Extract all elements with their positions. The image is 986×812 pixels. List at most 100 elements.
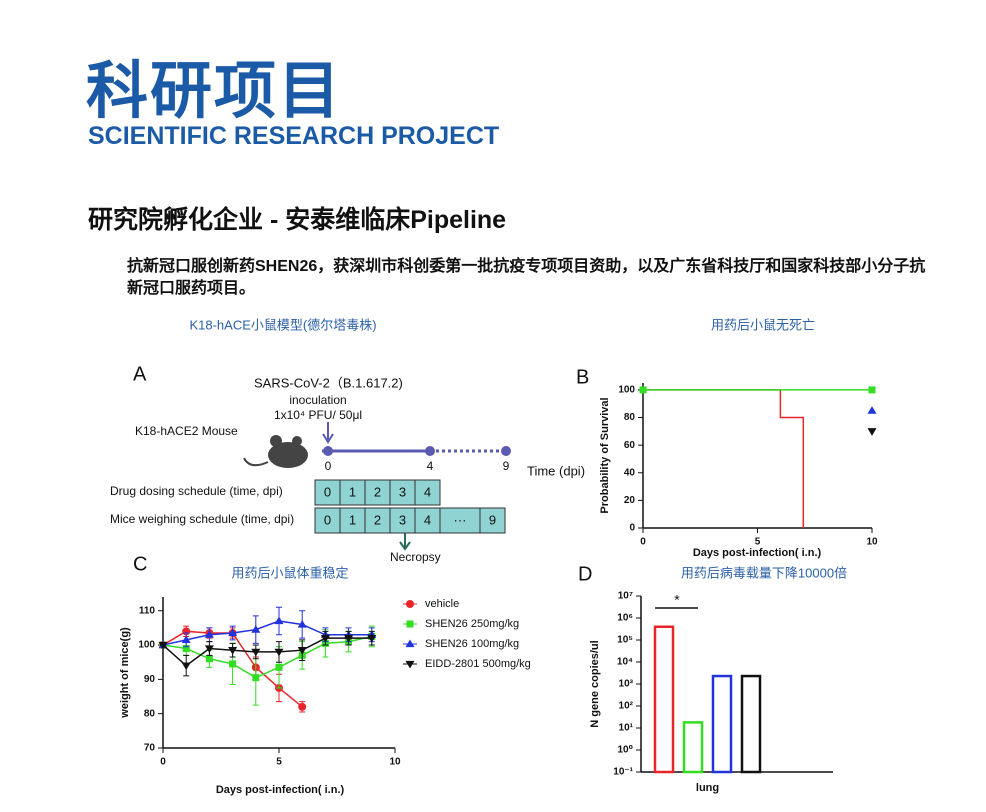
y-tick-label: 10³ [619, 679, 634, 690]
timeline-tick: 9 [503, 459, 510, 473]
annotation: * [674, 592, 680, 608]
marker [406, 620, 414, 628]
schedule-day: 4 [424, 484, 431, 499]
x-tick-label: 5 [755, 537, 761, 548]
y-tick-label: 10⁵ [617, 635, 633, 646]
inoculation: inoculation [289, 393, 346, 407]
marker [405, 660, 415, 669]
line [162, 637, 372, 667]
marker [181, 662, 191, 671]
timeline-dot [501, 446, 511, 456]
y-tick-label: 10⁰ [617, 745, 633, 756]
marker [274, 616, 284, 625]
y-axis-label: Probability of Survival [599, 397, 611, 513]
panel-letter: A [133, 363, 147, 385]
marker [275, 663, 283, 671]
y-tick-label: 70 [144, 743, 156, 754]
paragraph: 抗新冠口服创新药SHEN26，获深圳市科创委第一批抗疫专项项目资助，以及广东省科… [127, 258, 926, 297]
x-tick-label: 0 [160, 757, 166, 768]
schedule-cell [414, 507, 441, 534]
schedule-cell [314, 479, 341, 506]
schedule-day: 1 [349, 512, 356, 527]
marker [297, 619, 307, 628]
schedule-day: 3 [399, 484, 406, 499]
marker [204, 645, 214, 653]
x-tick-label: 0 [640, 537, 646, 548]
marker [229, 660, 237, 668]
timeline-dot [323, 446, 333, 456]
y-tick-label: 100 [618, 385, 635, 396]
timeline-tick: 0 [325, 459, 332, 473]
schedule-cell [389, 507, 416, 534]
y-tick-label: 80 [624, 412, 636, 423]
panel-letter: B [576, 366, 589, 388]
marker [158, 641, 168, 650]
dose: 1x10⁴ PFU/ 50μl [274, 408, 362, 422]
y-tick-label: 90 [144, 674, 156, 685]
x-axis-label: Days post-infection( i.n.) [216, 784, 345, 796]
panel-letter: D [578, 563, 592, 585]
line [643, 389, 805, 528]
y-tick-label: 0 [629, 523, 635, 534]
legend-label: SHEN26 250mg/kg [425, 618, 519, 630]
marker [868, 386, 876, 394]
mouse-label: K18-hACE2 Mouse [135, 424, 238, 438]
schedule-cell [364, 479, 391, 506]
marker [320, 635, 330, 643]
schedule-cell [414, 479, 441, 506]
marker [639, 386, 647, 394]
caption: 用药后病毒载量下降10000倍 [681, 565, 847, 580]
legend-label: EIDD-2801 500mg/kg [425, 658, 531, 670]
schedule-day: 4 [424, 512, 431, 527]
schedule-day: 0 [324, 484, 331, 499]
marker [252, 674, 260, 682]
schedule-day: 0 [324, 512, 331, 527]
marker [182, 644, 190, 652]
marker [297, 647, 307, 655]
marker [228, 628, 238, 637]
schedule-cell [339, 479, 366, 506]
marker [406, 600, 414, 608]
schedule-cell [339, 507, 366, 534]
caption: 用药后小鼠体重稳定 [231, 565, 348, 580]
schedule-day: 2 [374, 484, 381, 499]
panel-a: A SARS-CoV-2（B.1.617.2) inoculation 1x10… [110, 363, 585, 564]
bar [682, 721, 704, 774]
necropsy: Necropsy [390, 550, 441, 564]
y-tick-label: 10⁴ [617, 657, 633, 668]
virus: SARS-CoV-2（B.1.617.2) [254, 375, 403, 390]
mouse-icon [243, 435, 308, 468]
bar [740, 674, 762, 774]
marker [274, 648, 284, 657]
marker [367, 635, 377, 643]
y-tick-label: 10¹ [619, 723, 634, 734]
marker [867, 406, 877, 414]
schedule-cell [364, 507, 391, 534]
marker [867, 428, 877, 436]
schedule-day: 9 [489, 512, 496, 527]
y-axis-label: weight of mice(g) [119, 627, 131, 719]
y-axis-label: N gene copies/ul [589, 640, 601, 727]
y-tick-label: 100 [138, 640, 155, 651]
marker [205, 655, 213, 663]
marker [204, 630, 214, 638]
y-tick-label: 10⁶ [617, 613, 633, 624]
x-axis-label: Days post-infection( i.n.) [693, 547, 822, 559]
marker [251, 648, 261, 657]
y-tick-label: 20 [624, 495, 636, 506]
schedule-day: 2 [374, 512, 381, 527]
y-tick-label: 10⁻¹ [613, 767, 633, 778]
marker [344, 635, 354, 643]
legend-label: vehicle [425, 598, 459, 610]
y-tick-label: 110 [139, 605, 156, 616]
legend-label: SHEN26 100mg/kg [425, 638, 519, 650]
necropsy-arrow [399, 532, 411, 551]
time-label: Time (dpi) [527, 463, 585, 478]
marker [298, 702, 307, 711]
x-tick-label: 10 [389, 757, 401, 768]
x-tick-label: 5 [276, 757, 282, 768]
page-subtitle: SCIENTIFIC RESEARCH PROJECT [88, 122, 500, 150]
caption: K18-hACE小鼠模型(德尔塔毒株) [189, 317, 376, 332]
